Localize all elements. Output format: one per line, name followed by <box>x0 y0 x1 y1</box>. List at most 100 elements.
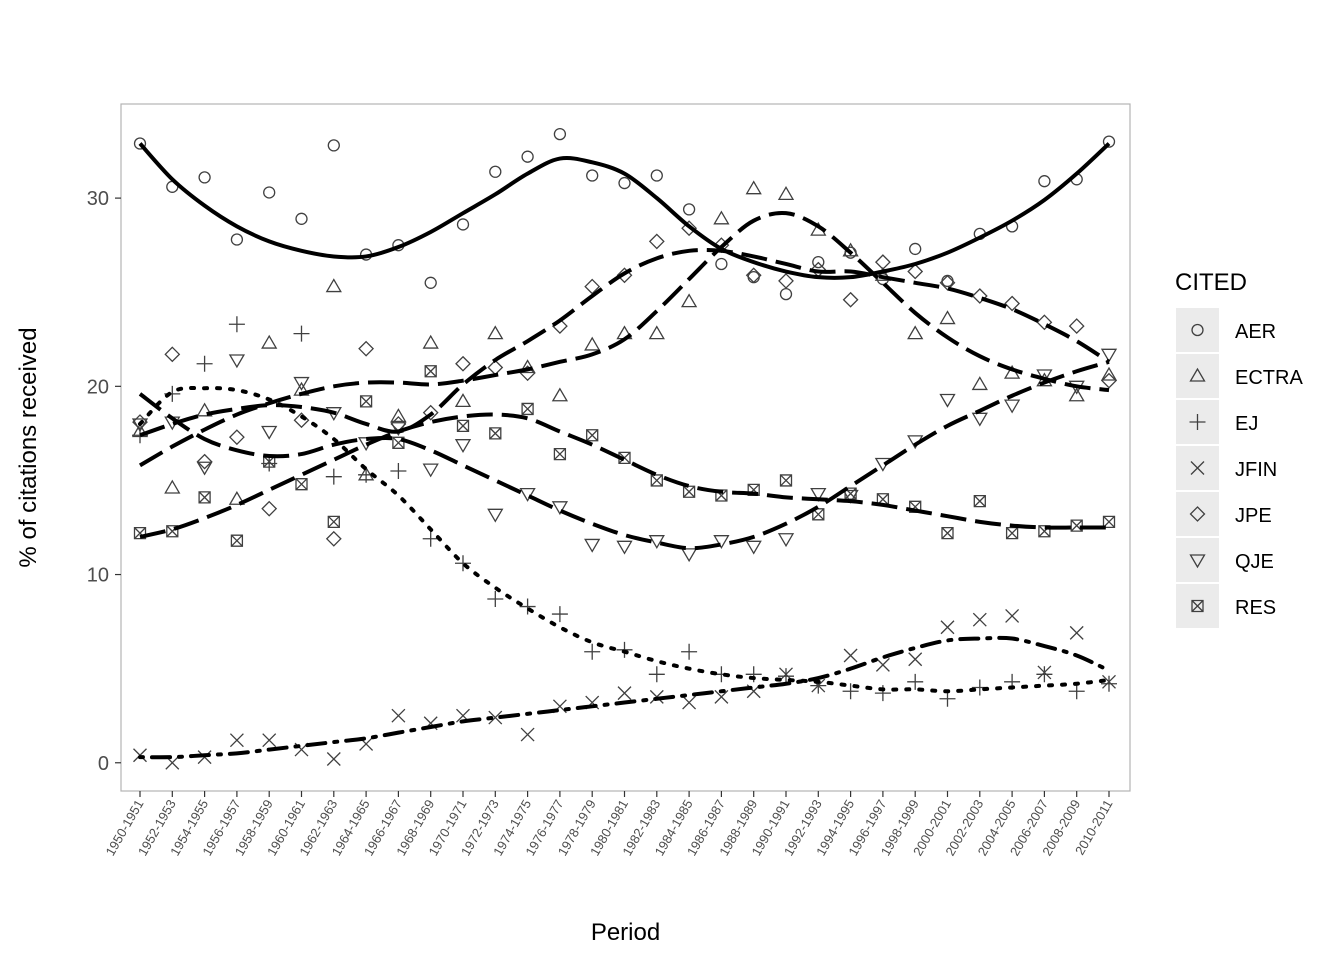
series-ej-line <box>138 385 1111 694</box>
point-ej <box>487 591 504 608</box>
point-jpe <box>778 273 794 289</box>
point-ej <box>293 325 310 342</box>
point-qje <box>228 354 246 369</box>
point-aer <box>230 233 244 246</box>
point-ectra <box>939 310 956 325</box>
point-ectra <box>228 490 246 505</box>
point-ej <box>1101 675 1117 692</box>
point-qje <box>584 538 601 553</box>
point-ej <box>1068 683 1085 700</box>
point-qje <box>939 393 956 408</box>
point-res <box>941 526 954 540</box>
legend-symbol-aer <box>1191 323 1204 337</box>
point-qje <box>519 487 536 502</box>
point-jpe <box>1004 295 1021 312</box>
point-aer <box>424 276 437 289</box>
point-jpe <box>745 267 762 284</box>
point-jpe <box>422 404 439 421</box>
legend-title: CITED <box>1175 269 1247 296</box>
point-ectra <box>1100 366 1118 381</box>
point-jpe <box>907 263 924 280</box>
legend-item-ectra: ECTRA <box>1176 354 1303 398</box>
point-qje <box>971 412 988 427</box>
point-res <box>456 419 470 433</box>
point-res <box>424 365 437 378</box>
legend-symbol-res <box>1191 599 1204 613</box>
point-ectra <box>487 325 504 340</box>
point-jpe <box>455 355 471 372</box>
point-ectra <box>584 336 601 351</box>
legend: CITED AER ECTRA EJ JFIN JPE QJE RES <box>1175 269 1303 628</box>
point-jfin <box>520 727 535 742</box>
point-jpe <box>358 340 375 357</box>
panel-border <box>120 103 1131 792</box>
point-ectra <box>454 393 472 408</box>
point-qje <box>1100 348 1118 363</box>
point-jpe <box>971 288 988 304</box>
series-aer-line <box>138 142 1111 280</box>
series-ectra-line <box>138 210 1110 468</box>
point-jpe <box>842 291 859 308</box>
point-jfin <box>1037 665 1052 680</box>
point-jpe <box>196 453 213 470</box>
point-qje <box>680 548 698 563</box>
legend-key <box>1176 308 1219 352</box>
legend-key <box>1176 492 1219 536</box>
point-jfin <box>488 710 503 725</box>
point-jfin <box>940 620 955 635</box>
point-res <box>973 494 986 508</box>
point-ej <box>681 643 698 660</box>
point-jfin <box>875 657 890 672</box>
point-ectra <box>680 293 698 308</box>
point-ectra <box>713 210 730 225</box>
point-aer <box>521 150 534 163</box>
point-qje <box>293 376 310 391</box>
point-aer <box>909 242 922 256</box>
point-ectra <box>1068 387 1085 402</box>
point-ej <box>228 316 245 333</box>
series-qje-line <box>138 359 1110 551</box>
point-jfin <box>682 695 697 710</box>
point-ej <box>939 690 956 707</box>
point-res <box>779 474 793 487</box>
point-aer <box>1102 135 1116 148</box>
point-res <box>230 534 244 547</box>
point-jfin <box>1102 674 1116 689</box>
point-ej <box>842 683 859 700</box>
legend-key <box>1176 538 1219 582</box>
point-jfin <box>326 752 341 766</box>
point-res <box>650 474 663 487</box>
point-aer <box>553 127 567 141</box>
legend-item-qje: QJE <box>1176 538 1274 582</box>
point-qje <box>196 461 213 476</box>
point-qje <box>810 487 827 502</box>
y-tick-label: 10 <box>87 565 109 587</box>
point-res <box>586 429 599 442</box>
point-ej <box>584 643 601 660</box>
point-jfin <box>843 648 858 663</box>
point-aer <box>489 165 502 178</box>
x-axis-title: Period <box>591 919 660 946</box>
legend-label: RES <box>1235 597 1276 619</box>
point-aer <box>650 169 663 182</box>
series-res-line <box>139 412 1110 539</box>
y-tick-label: 30 <box>87 188 109 210</box>
point-aer <box>263 186 276 199</box>
point-aer <box>586 169 599 182</box>
point-jfin <box>1069 625 1084 640</box>
point-ej <box>422 530 439 547</box>
point-res <box>489 427 502 440</box>
legend-symbol-jfin <box>1190 461 1205 475</box>
point-ej <box>551 606 568 623</box>
point-res <box>198 491 211 504</box>
point-jfin <box>714 689 729 704</box>
point-aer <box>133 137 147 150</box>
legend-item-jpe: JPE <box>1176 492 1272 536</box>
point-aer <box>198 171 211 184</box>
legend-symbol-jpe <box>1189 506 1206 522</box>
point-res <box>682 485 696 498</box>
point-jpe <box>648 233 665 250</box>
point-ectra <box>551 387 569 402</box>
point-aer <box>812 255 825 269</box>
point-ectra <box>164 479 181 494</box>
